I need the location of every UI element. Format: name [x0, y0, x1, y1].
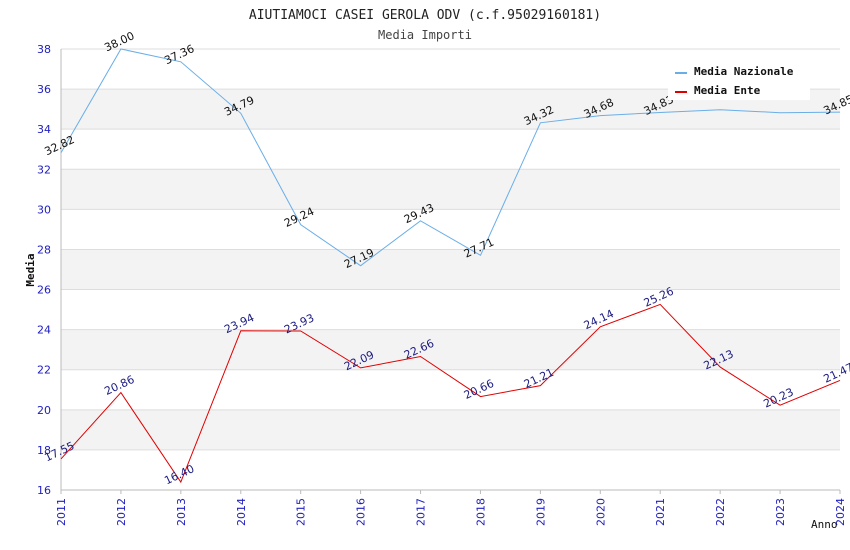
y-tick-label: 28: [37, 243, 51, 256]
band-5: [61, 249, 840, 290]
x-tick-label: 2011: [55, 498, 68, 526]
x-tick-label: 2017: [415, 498, 428, 526]
y-tick-label: 36: [37, 83, 51, 96]
x-tick-label: 2022: [714, 498, 727, 526]
band-6: [61, 209, 840, 250]
band-4: [61, 289, 840, 330]
series-lines: [60, 48, 841, 484]
x-tick-label: 2021: [654, 498, 667, 526]
series-line-media-ente: [60, 303, 841, 484]
legend-label-media-nazionale: Media Nazionale: [694, 65, 794, 78]
legend: Media Nazionale Media Ente: [668, 58, 810, 100]
chart-title: AIUTIAMOCI CASEI GEROLA ODV (c.f.9502916…: [249, 8, 601, 23]
x-tick-label: 2014: [235, 498, 248, 526]
y-tick-labels: 16 18 20 22 24 26 28 30 32 34 36 38: [37, 43, 51, 497]
band-8: [61, 129, 840, 170]
y-axis-label: Media: [24, 253, 37, 286]
x-tick-label: 2019: [534, 498, 547, 526]
band-1: [61, 409, 840, 450]
x-tick-label: 2023: [774, 498, 787, 526]
axes: [60, 49, 841, 494]
y-tick-label: 30: [37, 203, 51, 216]
band-2: [61, 369, 840, 410]
y-tick-label: 20: [37, 404, 51, 417]
x-tick-label: 2013: [175, 498, 188, 526]
x-tick-label: 2016: [355, 498, 368, 526]
legend-label-media-ente: Media Ente: [694, 84, 761, 97]
y-tick-label: 24: [37, 324, 51, 337]
x-tick-label: 2024: [834, 498, 847, 526]
x-tick-label: 2020: [594, 498, 607, 526]
series-line-media-nazionale: [60, 48, 841, 267]
y-tick-label: 18: [37, 444, 51, 457]
y-tick-label: 26: [37, 284, 51, 297]
x-tick-label: 2015: [295, 498, 308, 526]
band-3: [61, 329, 840, 370]
legend-background: [668, 58, 810, 100]
y-tick-label: 34: [37, 123, 51, 136]
x-tick-labels: 2011 2012 2013 2014 2015 2016 2017 2018 2019 2020…: [55, 498, 847, 526]
band-7: [61, 169, 840, 210]
x-tick-label: 2018: [474, 498, 487, 526]
x-axis-label: Anno: [811, 518, 838, 531]
y-tick-label: 22: [37, 364, 51, 377]
y-tick-label: 16: [37, 484, 51, 497]
chart-subtitle: Media Importi: [378, 28, 472, 42]
y-tick-label: 38: [37, 43, 51, 56]
x-tick-label: 2012: [115, 498, 128, 526]
y-tick-label: 32: [37, 163, 51, 176]
background-bands: [61, 49, 840, 490]
